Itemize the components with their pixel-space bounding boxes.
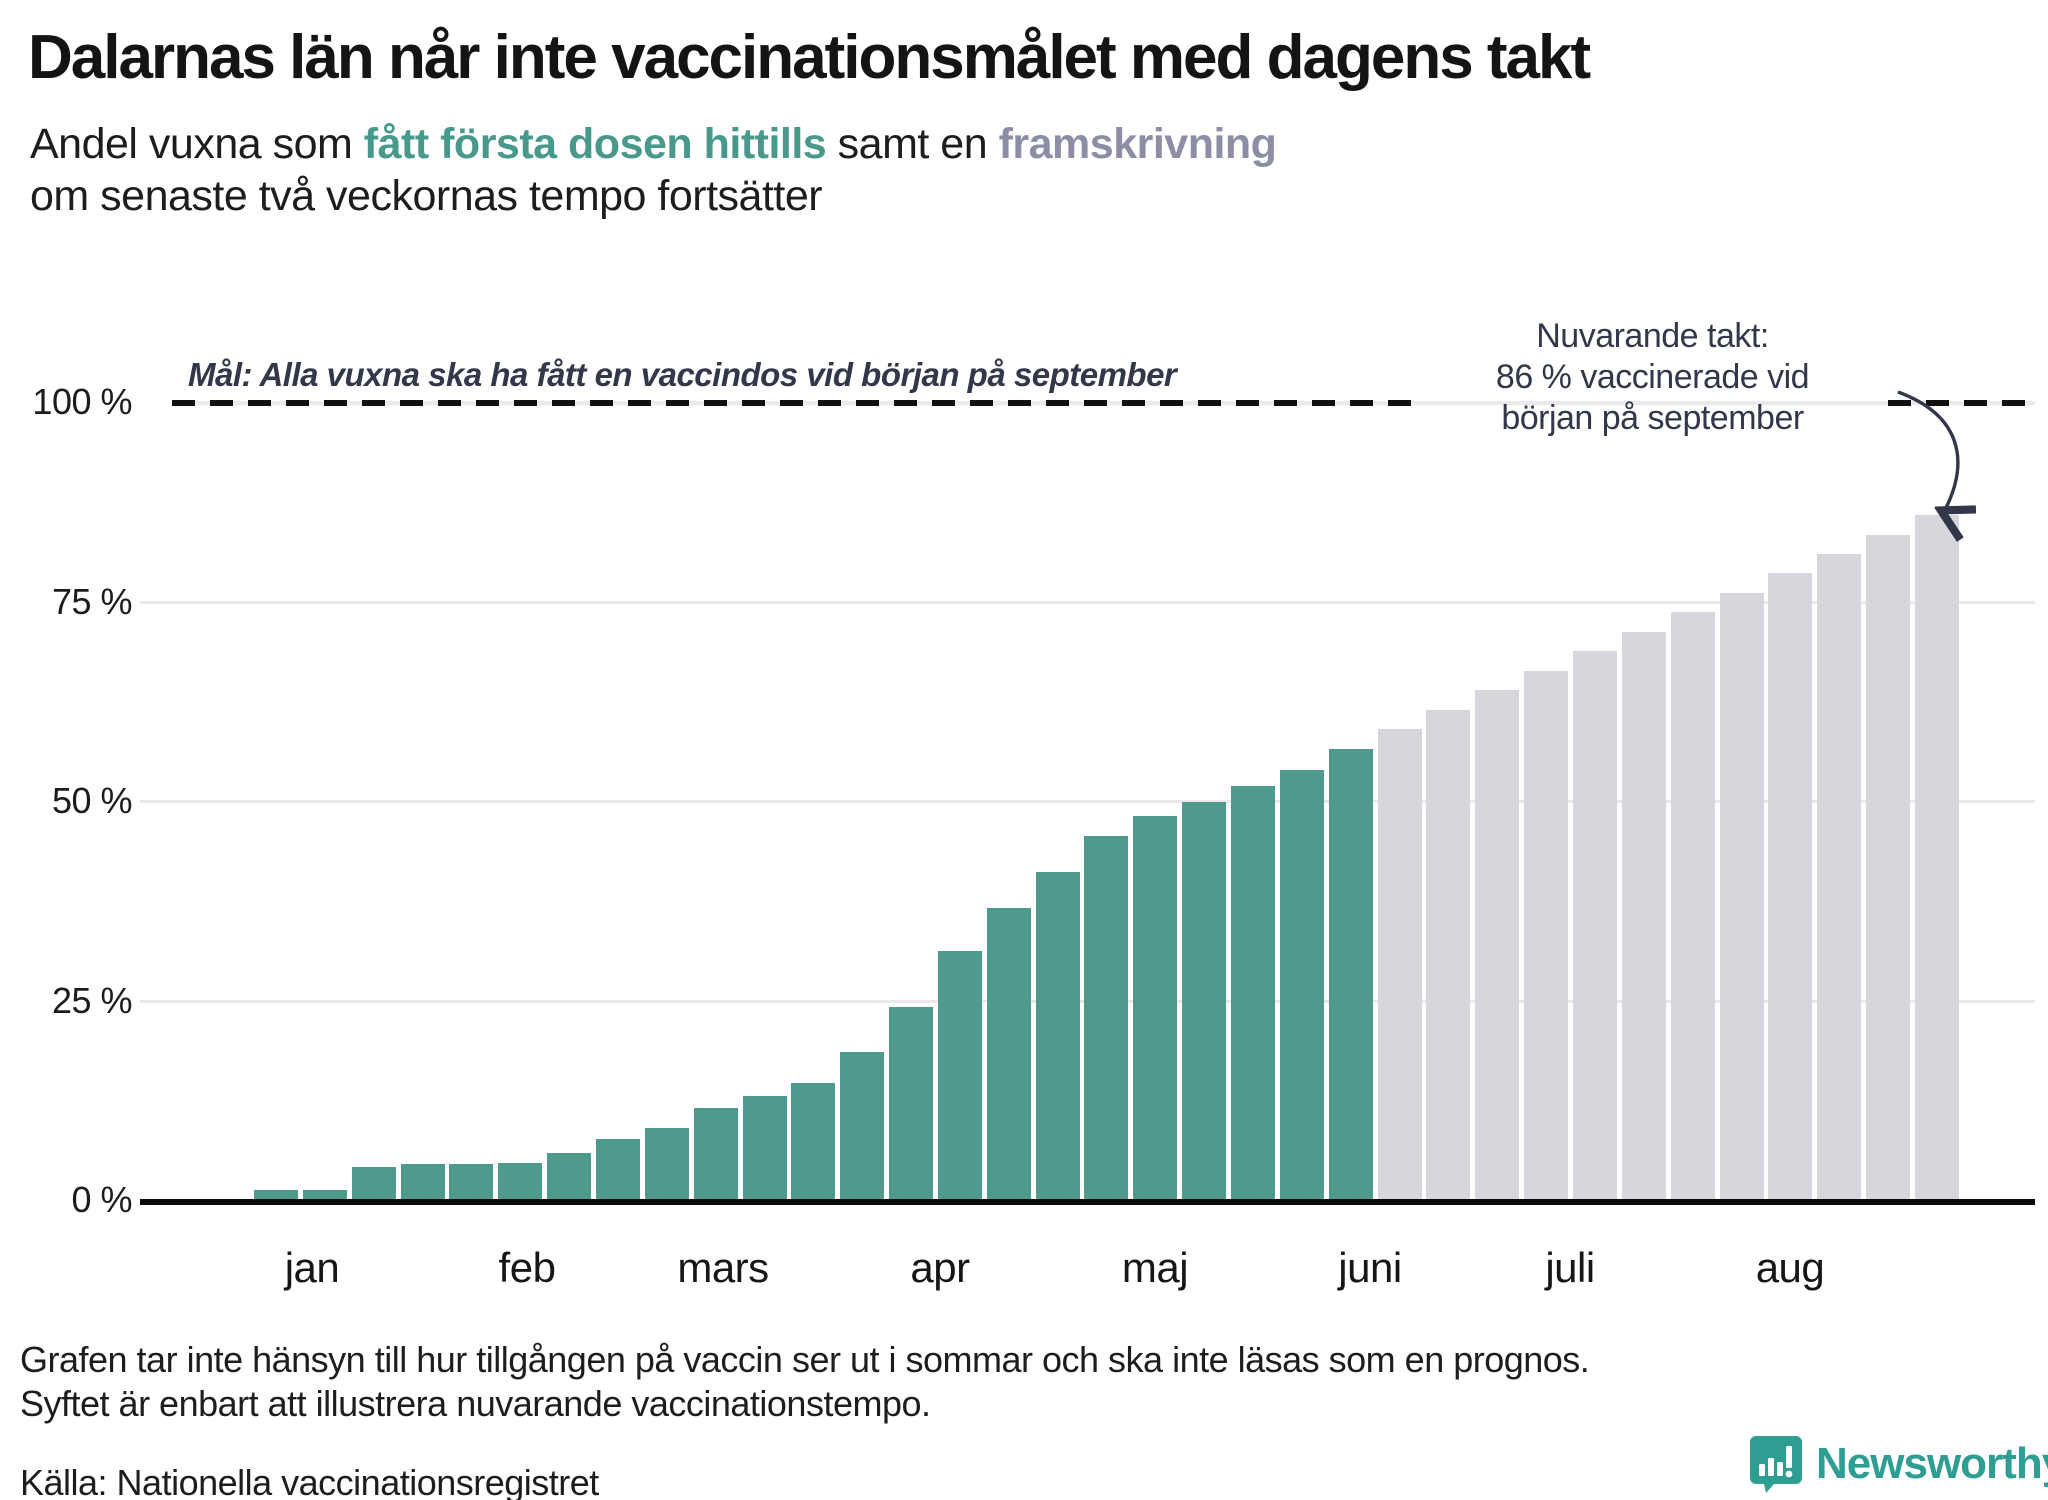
bar-actual xyxy=(889,1007,934,1201)
bar-actual xyxy=(1035,872,1080,1201)
bar-projection xyxy=(1426,710,1471,1201)
bar-projection xyxy=(1768,573,1813,1201)
bar-actual xyxy=(1279,770,1324,1201)
bar-actual xyxy=(742,1096,787,1201)
projection-annotation: Nuvarande takt: 86 % vaccinerade vid bör… xyxy=(1425,316,1880,439)
x-tick-label: jan xyxy=(284,1244,340,1291)
bar-actual xyxy=(937,951,982,1201)
x-tick-label: juni xyxy=(1338,1244,1402,1291)
bar-actual xyxy=(1084,836,1129,1201)
newsworthy-logo-icon xyxy=(1750,1436,1802,1493)
y-tick-label: 50 % xyxy=(51,780,133,821)
annotation-line1: Nuvarande takt: xyxy=(1536,317,1769,355)
bar-projection xyxy=(1719,593,1764,1201)
gridline-75 xyxy=(140,601,2035,604)
goal-dashed-line-left xyxy=(172,400,1412,406)
source-note: Källa: Nationella vaccinationsregistret xyxy=(20,1462,599,1500)
page-title: Dalarnas län når inte vaccinationsmålet … xyxy=(28,23,1591,92)
bar-actual xyxy=(302,1190,347,1201)
bar-projection xyxy=(1866,535,1911,1201)
chart-subtitle: Andel vuxna som fått första dosen hittil… xyxy=(30,118,2010,222)
x-tick-label: juli xyxy=(1545,1244,1595,1291)
bar-actual xyxy=(400,1164,445,1201)
y-tick-label: 25 % xyxy=(51,979,133,1021)
newsworthy-logo: Newsworthy xyxy=(1748,1434,2048,1494)
x-tick-label: maj xyxy=(1121,1244,1189,1291)
footnote-line2: Syftet är enbart att illustrera nuvarand… xyxy=(20,1383,931,1424)
x-tick-label: mars xyxy=(677,1244,769,1291)
y-tick-label: 75 % xyxy=(51,580,133,622)
bar-actual xyxy=(498,1163,543,1201)
gridline-50 xyxy=(140,800,2035,803)
footnote: Grafen tar inte hänsyn till hur tillgång… xyxy=(20,1338,1920,1426)
bar-projection xyxy=(1914,515,1959,1201)
annotation-line2: 86 % vaccinerade vid xyxy=(1495,358,1810,396)
bar-actual xyxy=(791,1083,836,1201)
bar-projection xyxy=(1817,554,1862,1201)
subtitle-middle: samt en xyxy=(826,120,999,168)
bar-actual xyxy=(351,1167,396,1201)
bar-actual xyxy=(1133,816,1178,1201)
bar-actual xyxy=(1182,802,1227,1201)
bar-projection xyxy=(1670,612,1715,1201)
goal-label: Mål: Alla vuxna ska ha fått en vaccindos… xyxy=(188,356,1177,393)
bar-actual xyxy=(449,1164,494,1201)
bar-actual xyxy=(693,1108,738,1201)
x-tick-label: feb xyxy=(498,1244,556,1291)
y-tick-label: 100 % xyxy=(32,381,132,422)
y-tick-label: 0 % xyxy=(71,1179,132,1220)
annotation-line3: början på september xyxy=(1501,399,1804,437)
newsworthy-logo-text: Newsworthy xyxy=(1816,1439,2048,1488)
bar-projection xyxy=(1572,651,1617,1201)
bar-actual xyxy=(1328,749,1373,1201)
bar-projection xyxy=(1524,671,1569,1201)
footnote-line1: Grafen tar inte hänsyn till hur tillgång… xyxy=(20,1339,1590,1380)
bar-actual xyxy=(595,1139,640,1201)
subtitle-prefix: Andel vuxna som xyxy=(30,120,364,168)
subtitle-legend-projection: framskrivning xyxy=(998,120,1277,168)
annotation-arrow xyxy=(1897,390,2020,540)
goal-dashed-line-right xyxy=(1888,400,2035,406)
bar-projection xyxy=(1377,729,1422,1201)
bar-actual xyxy=(1231,786,1275,1201)
bar-actual xyxy=(840,1052,885,1201)
x-tick-label: apr xyxy=(910,1244,970,1291)
x-tick-label: aug xyxy=(1755,1244,1825,1291)
bar-plot-area xyxy=(140,403,2035,1201)
bar-projection xyxy=(1475,690,1520,1201)
bar-projection xyxy=(1621,632,1666,1201)
subtitle-legend-actual: fått första dosen hittills xyxy=(363,120,827,168)
bar-actual xyxy=(986,908,1031,1201)
subtitle-line2: om senaste två veckornas tempo fortsätte… xyxy=(30,172,823,220)
bar-actual xyxy=(644,1128,689,1201)
bar-actual xyxy=(254,1190,298,1201)
x-axis-line xyxy=(140,1199,2035,1205)
bar-actual xyxy=(547,1153,592,1201)
